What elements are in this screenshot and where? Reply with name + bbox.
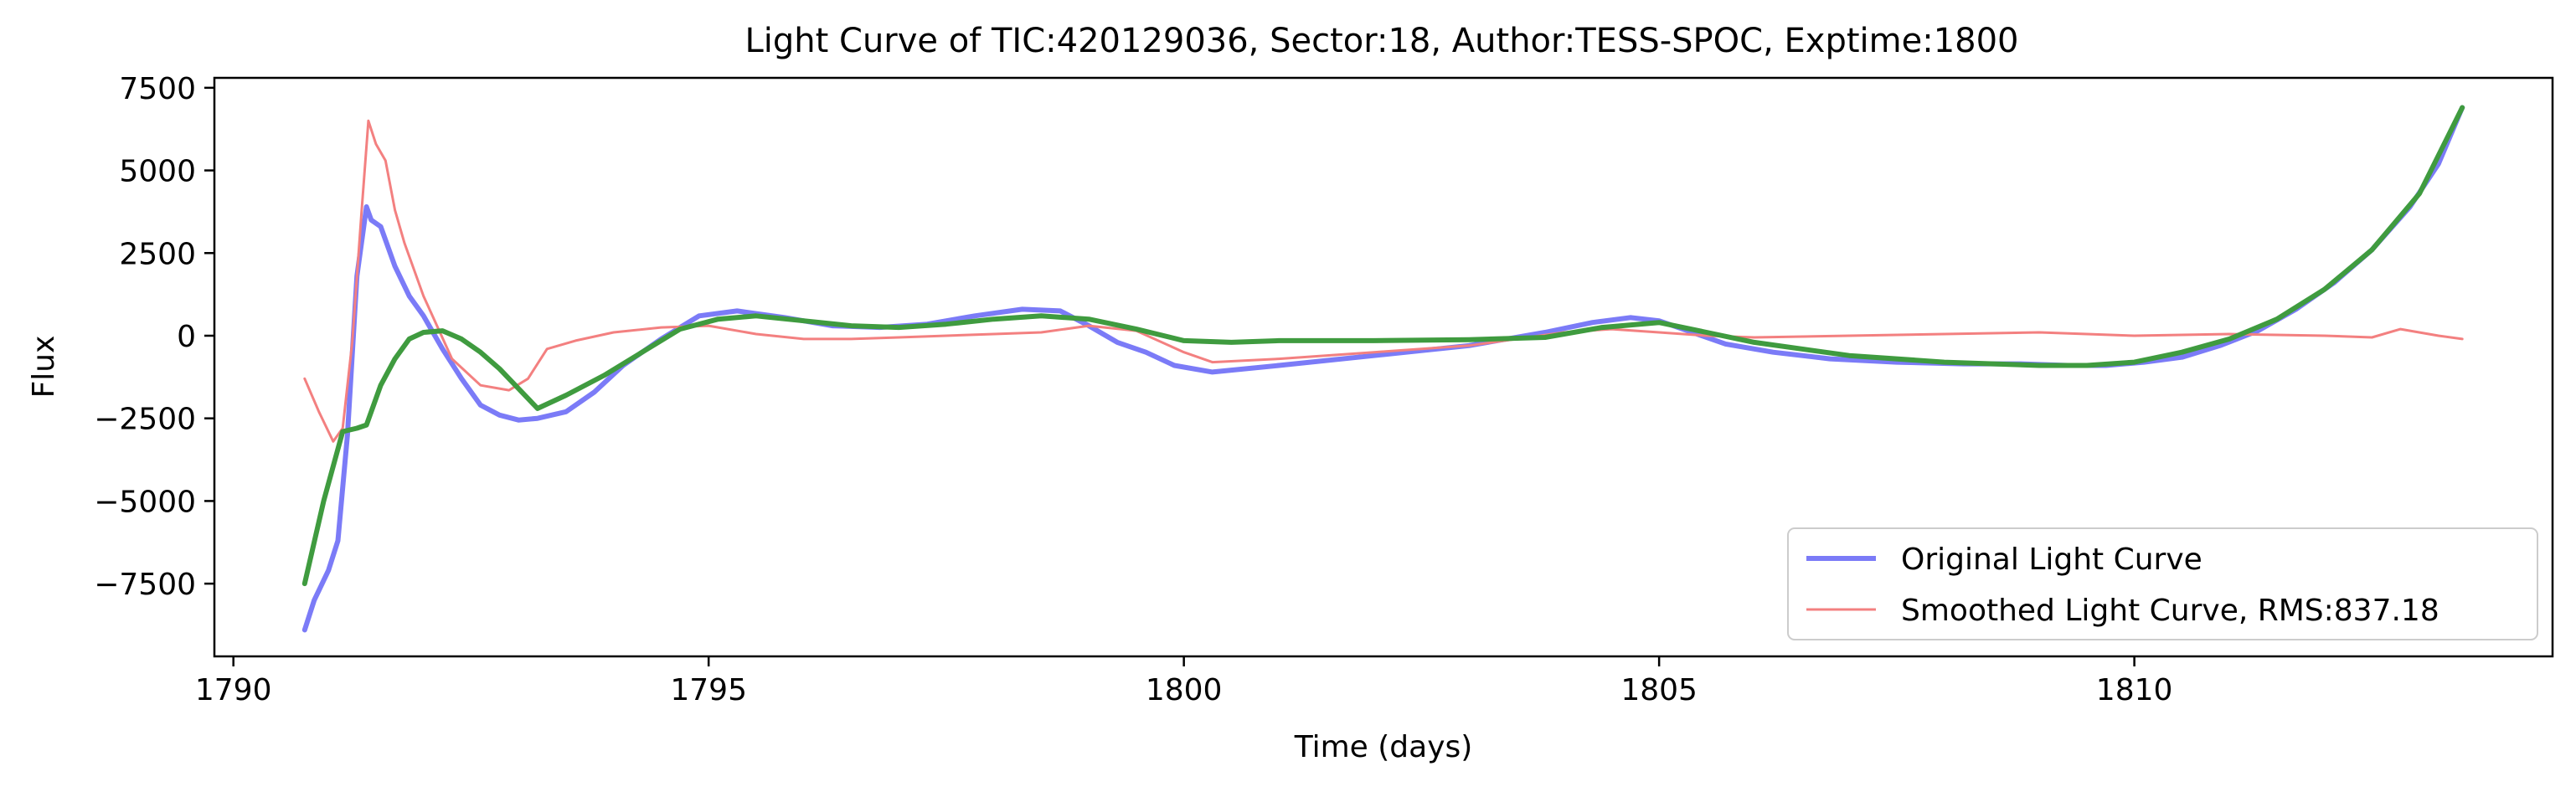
y-tick-label: 5000	[119, 155, 196, 189]
legend: Original Light Curve Smoothed Light Curv…	[1787, 527, 2538, 640]
x-tick-label: 1800	[1146, 673, 1223, 707]
legend-label-original: Original Light Curve	[1901, 543, 2202, 577]
y-tick-label: 7500	[119, 72, 196, 106]
series-line-smoothed	[303, 119, 2464, 443]
y-tick-label: 2500	[119, 237, 196, 271]
y-axis-label: Flux	[27, 336, 61, 399]
y-axis: −7500 −5000 −2500 0 2500 5000 7500	[94, 72, 214, 602]
legend-label-smoothed: Smoothed Light Curve, RMS:837.18	[1901, 594, 2439, 628]
x-tick-label: 1795	[670, 673, 747, 707]
plot-area	[213, 76, 2554, 658]
x-tick-label: 1805	[1620, 673, 1698, 707]
y-tick-label: −2500	[94, 403, 196, 437]
x-tick-label: 1810	[2096, 673, 2173, 707]
legend-box	[1787, 527, 2538, 640]
y-tick-label: −7500	[94, 568, 196, 602]
x-axis: 1790 1795 1800 1805 1810	[195, 656, 2173, 707]
plot-frame	[213, 76, 2554, 658]
chart-title: Light Curve of TIC:420129036, Sector:18,…	[744, 22, 2018, 60]
series-line-fit	[301, 105, 2465, 587]
x-tick-label: 1790	[195, 673, 272, 707]
y-tick-label: −5000	[94, 485, 196, 519]
y-tick-label: 0	[177, 320, 196, 354]
series-layer	[301, 105, 2465, 633]
x-axis-label: Time (days)	[1294, 730, 1473, 764]
